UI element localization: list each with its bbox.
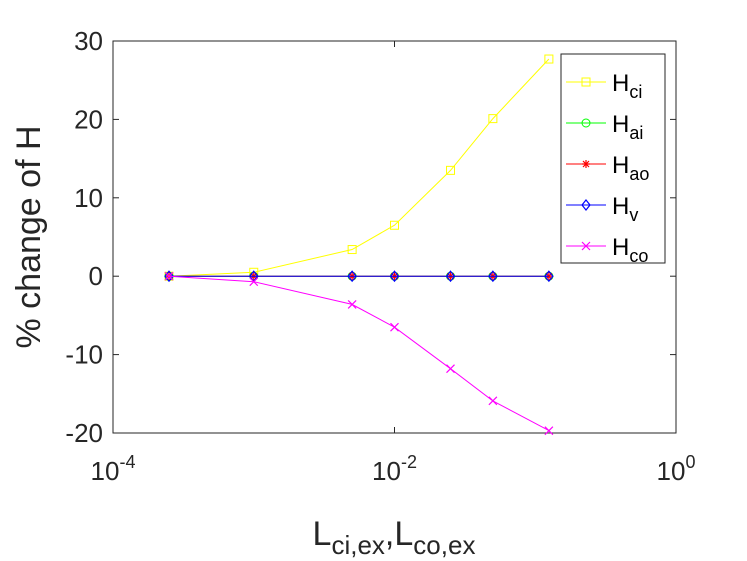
y-tick-label: 0	[89, 261, 103, 291]
data-point-ci	[544, 54, 554, 64]
legend-label: Hci	[612, 70, 642, 102]
data-point-co	[249, 277, 259, 287]
data-point-co	[390, 322, 399, 332]
x-tick-label-exponent: 0	[685, 452, 695, 472]
legend-swatch-marker	[581, 77, 591, 87]
legend-label: Hco	[612, 234, 648, 266]
legend-label-sub: co	[629, 246, 648, 266]
y-tick-label: -20	[65, 418, 103, 448]
data-point-ci	[347, 245, 357, 255]
x-axis-label-part1: L	[313, 515, 332, 553]
x-tick-label: 10-2	[372, 452, 417, 486]
y-tick-label: 20	[74, 104, 103, 134]
series-v	[164, 270, 554, 283]
series-lines	[164, 54, 554, 436]
x-axis-label-part1-sub: ci,ex	[331, 530, 384, 560]
y-tick-label: 30	[74, 26, 103, 56]
data-point-v	[347, 270, 357, 283]
data-point-co	[164, 271, 174, 281]
data-point-v	[544, 270, 554, 283]
y-tick-label: -10	[65, 340, 103, 370]
data-point-ci	[446, 165, 456, 175]
x-tick-label-base: 10	[372, 456, 401, 486]
legend-label-sub: ci	[629, 82, 642, 102]
legend-swatch-marker	[581, 199, 591, 211]
data-point-v	[389, 270, 400, 283]
data-point-v	[488, 270, 498, 283]
legend-entry-ai: Hai	[566, 111, 643, 143]
legend-label-base: H	[612, 152, 629, 179]
legend-swatch-marker	[581, 241, 591, 251]
legend-label-base: H	[612, 193, 629, 220]
data-point-ci	[390, 220, 399, 230]
data-point-co	[488, 396, 498, 406]
legend-label-base: H	[612, 70, 629, 97]
legend-entry-co: Hco	[566, 234, 648, 266]
x-tick-label: 10-4	[91, 452, 136, 486]
x-axis-label-part2-sub: co,ex	[413, 530, 475, 560]
legend-label-sub: v	[629, 205, 638, 225]
x-tick-label: 100	[657, 452, 696, 486]
x-tick-label-exponent: -4	[119, 452, 135, 472]
legend-label-base: H	[612, 111, 629, 138]
data-point-co	[347, 299, 357, 309]
x-axis-label: Lci,ex,Lco,ex	[313, 515, 476, 560]
legend-label: Hao	[612, 152, 649, 184]
legend-swatch-marker	[581, 118, 591, 128]
x-tick-label-exponent: -2	[401, 452, 417, 472]
legend-entry-ci: Hci	[566, 70, 642, 102]
legend-label-sub: ai	[629, 123, 643, 143]
data-point-co	[544, 426, 554, 436]
legend-swatch-marker	[582, 160, 590, 168]
x-axis-label-part2: L	[394, 515, 413, 553]
data-point-v	[445, 270, 456, 283]
legend-label-sub: ao	[629, 164, 649, 184]
data-point-co	[446, 364, 455, 374]
y-axis-label: % change of H	[10, 125, 48, 348]
legend-label: Hv	[612, 193, 638, 225]
legend-entry-ao: Hao	[566, 152, 649, 184]
legend-box	[560, 53, 666, 264]
x-axis-label-sep: ,	[385, 515, 394, 553]
data-point-v	[164, 270, 174, 283]
series-co	[164, 271, 554, 436]
legend-entry-v: Hv	[566, 193, 638, 225]
legend-label-base: H	[612, 234, 629, 261]
x-tick-label-base: 10	[657, 456, 686, 486]
y-tick-label: 10	[74, 183, 103, 213]
data-point-ci	[488, 114, 498, 124]
legend-label: Hai	[612, 111, 643, 143]
x-tick-label-base: 10	[91, 456, 120, 486]
